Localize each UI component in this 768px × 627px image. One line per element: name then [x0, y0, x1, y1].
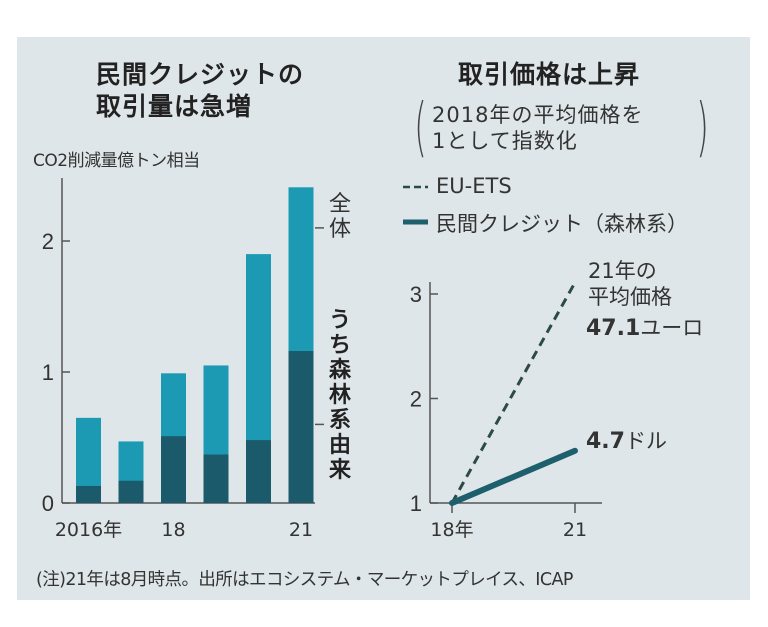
line-chart: 1 2 3 18年 21: [410, 281, 602, 541]
y-tick-label: 3: [410, 282, 422, 307]
eu-end-value: 47.1: [586, 316, 641, 341]
bar-chart: 0 1 2 2016年 18 21: [42, 178, 324, 541]
series-line-eu-ets: [450, 281, 577, 504]
y-tick-label: 2: [410, 387, 422, 412]
bar-forest-2017: [118, 480, 144, 503]
legend-label-eu-ets: EU-ETS: [436, 174, 512, 198]
y-tick-label: 2: [42, 229, 54, 254]
credit-end-unit: ドル: [624, 429, 667, 453]
chart-panel: [17, 37, 750, 600]
eu-annotation-line2: 平均価格: [588, 285, 672, 309]
right-chart-title: 取引価格は上昇: [458, 60, 641, 89]
right-chart-subtitle-line1: 2018年の平均価格を: [432, 103, 644, 127]
label-forest: うち森林系由来: [328, 308, 351, 483]
label-total: 全体: [328, 192, 351, 242]
legend-label-credit: 民間クレジット（森林系）: [436, 212, 688, 236]
bar-forest-2020: [246, 440, 271, 503]
y-tick-label: 0: [42, 491, 54, 516]
footnote: (注)21年は8月時点。出所はエコシステム・マーケットプレイス、ICAP: [36, 570, 573, 590]
credit-end-label: 4.7ドル: [586, 425, 667, 455]
y-tick-label: 1: [42, 360, 54, 385]
x-tick-label: 2016年: [55, 519, 122, 541]
series-line-credit: [449, 447, 578, 506]
bar-forest-2016: [76, 485, 101, 503]
x-tick-label: 18: [161, 519, 185, 541]
left-chart-title-line1: 民間クレジットの: [96, 60, 305, 89]
eu-annotation-line1: 21年の: [588, 259, 657, 283]
bar-forest-2021: [288, 351, 314, 503]
credit-end-value: 4.7: [586, 429, 625, 454]
x-tick-label: 21: [563, 519, 587, 541]
subtitle-open-paren: (: [414, 91, 427, 165]
left-y-axis-unit: CO2削減量億トン相当: [33, 151, 200, 171]
left-chart-title-line2: 取引量は急増: [96, 92, 253, 121]
y-tick-label: 1: [410, 491, 422, 516]
x-tick-label: 21: [289, 519, 313, 541]
right-chart-subtitle-line2: 1として指数化: [432, 129, 578, 153]
bar-forest-2018: [161, 436, 186, 503]
bar-forest-2019: [203, 454, 229, 503]
x-tick-label: 18年: [430, 519, 473, 541]
eu-end-label: 47.1ユーロ: [586, 312, 703, 342]
subtitle-close-paren: ): [696, 91, 709, 165]
eu-end-unit: ユーロ: [640, 316, 704, 340]
